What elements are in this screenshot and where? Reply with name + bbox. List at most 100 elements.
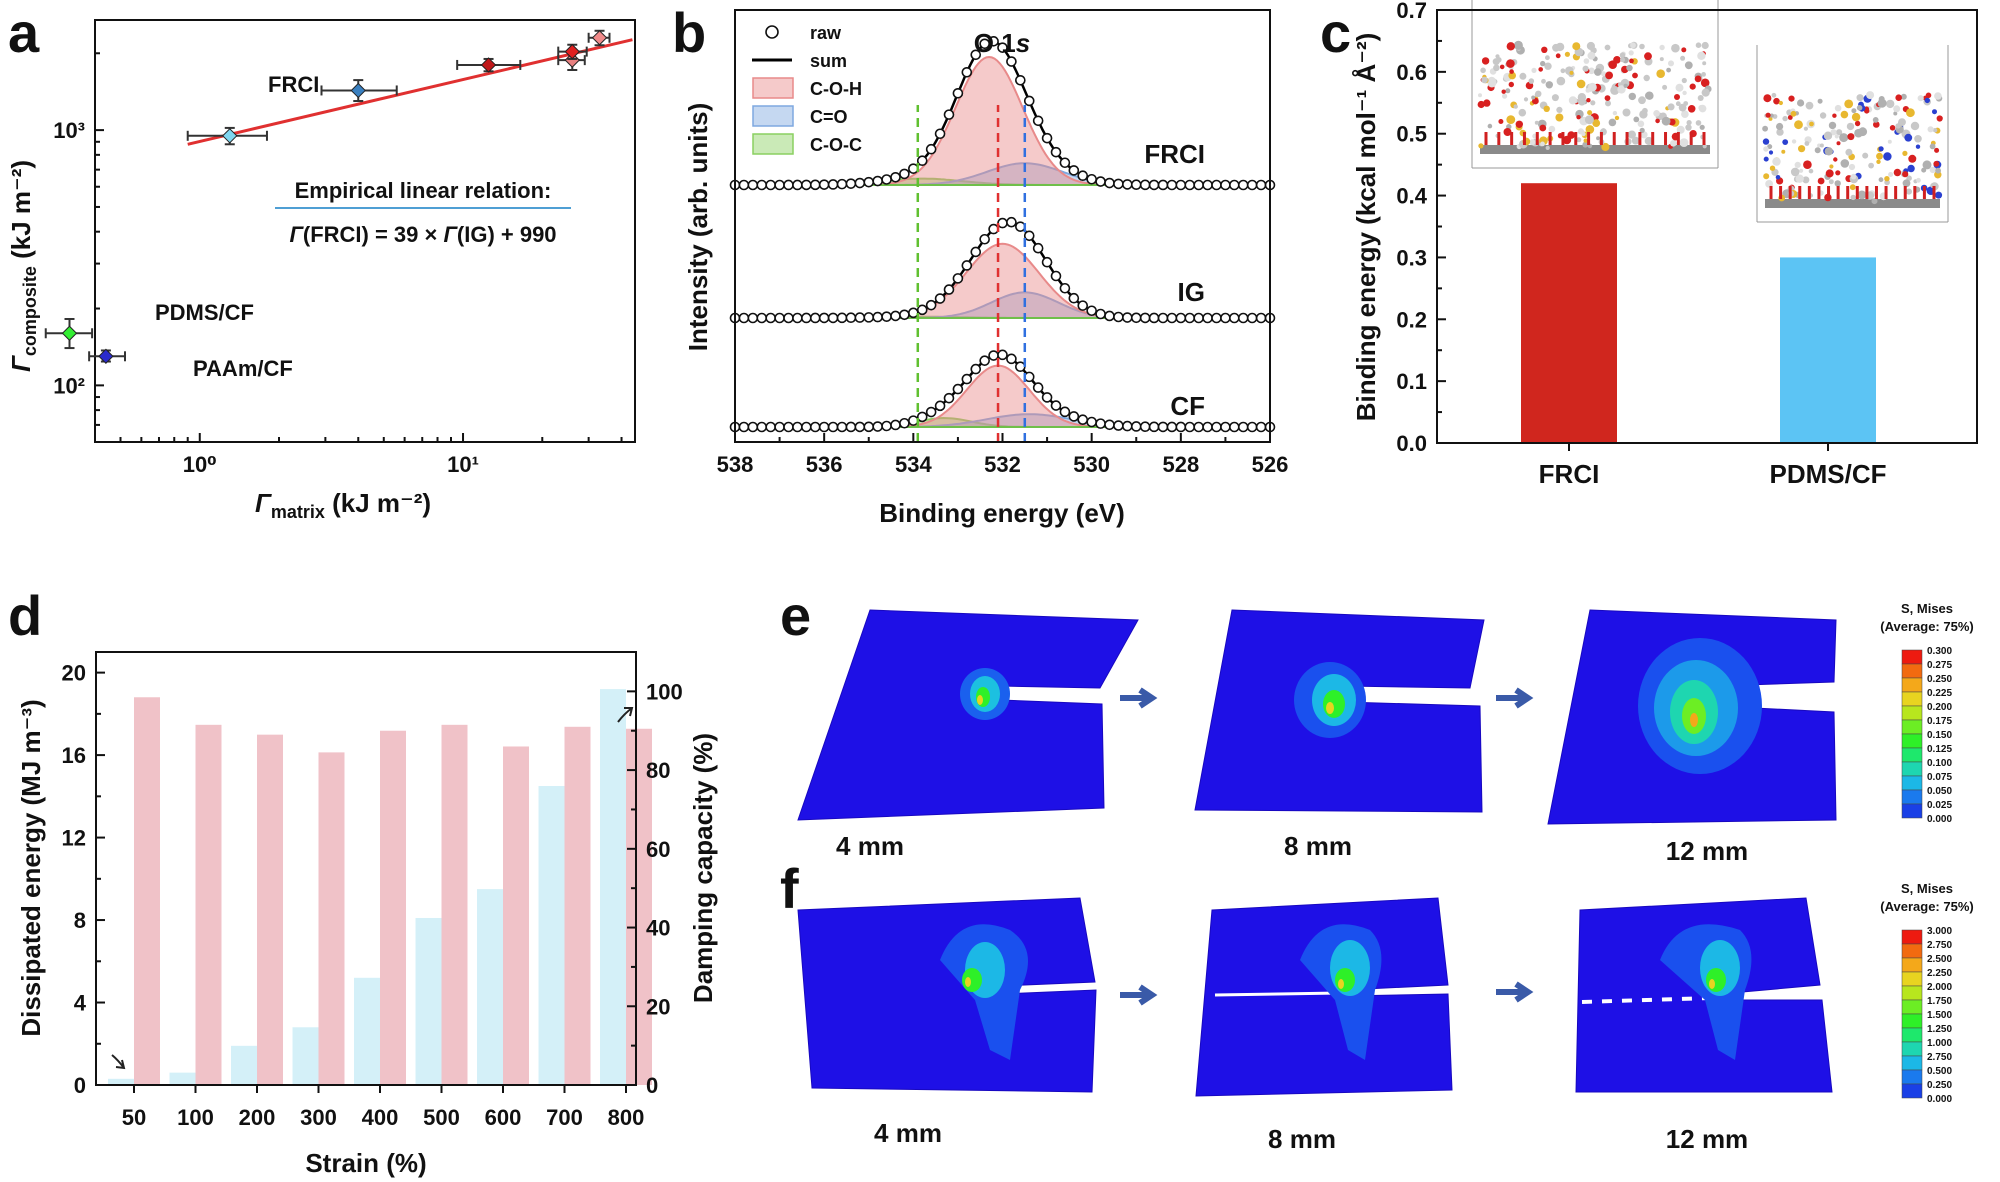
- spectrum-FRCI: [729, 36, 1276, 191]
- raw-data-point: [854, 312, 866, 323]
- atom: [1686, 120, 1692, 126]
- raw-data-point: [783, 312, 794, 324]
- colorbar-label: 1.000: [1927, 1038, 1952, 1049]
- raw-data-point: [988, 350, 999, 361]
- atom: [1508, 81, 1515, 88]
- atom: [1787, 115, 1793, 120]
- y-right-tick-label: 0: [646, 1073, 658, 1098]
- colorbar-swatch: [1901, 1013, 1923, 1029]
- atom: [1798, 145, 1806, 153]
- atom: [1644, 136, 1653, 146]
- colorbar-label: 0.250: [1927, 1080, 1952, 1091]
- fem-e-legend-title: S, Mises: [1901, 601, 1953, 616]
- atom: [1588, 82, 1597, 92]
- raw-data-point: [1050, 146, 1062, 158]
- atom: [1626, 64, 1633, 72]
- atom: [1548, 125, 1556, 133]
- colorbar-swatch: [1901, 1083, 1923, 1099]
- raw-data-point: [845, 178, 857, 189]
- atom: [1572, 42, 1581, 51]
- raw-data-point: [1006, 353, 1017, 365]
- atom: [1600, 71, 1607, 77]
- colorbar-label: 0.175: [1927, 716, 1952, 727]
- legend-label: C-O-H: [810, 79, 862, 99]
- raw-data-point: [1220, 421, 1231, 433]
- raw-data-point: [1246, 421, 1258, 433]
- raw-data-point: [1086, 416, 1097, 428]
- panel-a-frci-annotation: FRCI: [268, 72, 319, 97]
- raw-data-point: [1041, 256, 1053, 268]
- atom: [1477, 100, 1485, 109]
- colorbar-swatch: [1901, 985, 1923, 1001]
- fem-f-frame-1: [797, 897, 1097, 1093]
- atom: [1545, 145, 1550, 150]
- raw-data-point: [1130, 179, 1142, 191]
- atom: [1866, 91, 1875, 100]
- b-title-main: O 1: [974, 28, 1016, 58]
- y-tick-label: 10²: [53, 373, 85, 398]
- raw-data-point: [1023, 371, 1035, 383]
- x-tick-label: 600: [485, 1105, 522, 1130]
- x-tick-label: 536: [806, 452, 843, 477]
- data-point: [456, 57, 522, 73]
- raw-data-point: [1246, 179, 1258, 191]
- colorbar-label: 1.500: [1927, 1010, 1952, 1021]
- atom: [1505, 88, 1511, 94]
- atom: [1661, 116, 1671, 126]
- x-tick-label: 532: [984, 452, 1021, 477]
- fem-e-legend-subtitle: (Average: 75%): [1880, 619, 1973, 634]
- atom: [1590, 100, 1596, 106]
- data-point: [186, 126, 268, 146]
- atom: [1883, 152, 1892, 161]
- panel-b-title: O 1s: [974, 28, 1030, 58]
- colorbar-label: 0.075: [1927, 772, 1952, 783]
- point-marker: [350, 82, 366, 99]
- atom: [1604, 44, 1611, 51]
- fem-e-frame-3: [1547, 609, 1837, 825]
- raw-data-point: [1104, 310, 1115, 322]
- atom: [1585, 125, 1595, 134]
- atom: [1531, 95, 1536, 100]
- raw-data-point: [952, 87, 964, 99]
- raw-data-point: [738, 312, 750, 324]
- raw-data-point: [1095, 308, 1106, 320]
- colorbar-label: 1.750: [1927, 996, 1952, 1007]
- point-marker: [564, 52, 580, 68]
- raw-data-point: [854, 177, 866, 189]
- atom: [1697, 95, 1704, 101]
- atom: [1495, 54, 1500, 59]
- atom: [1839, 133, 1849, 143]
- atom: [1478, 93, 1482, 98]
- atom: [1567, 131, 1575, 139]
- raw-data-point: [1059, 157, 1071, 169]
- atom: [1653, 110, 1660, 117]
- raw-data-point: [1184, 312, 1196, 324]
- raw-data-point: [792, 312, 803, 324]
- atom: [1922, 160, 1932, 170]
- panel-a-relation-equation: Γ(FRCI) = 39 × Γ(IG) + 990: [289, 222, 556, 247]
- atom: [1871, 198, 1878, 205]
- atom: [1767, 144, 1773, 150]
- atom: [1586, 41, 1595, 51]
- dissipated-energy-bar: [538, 786, 565, 1085]
- damping-capacity-bar: [134, 697, 160, 1085]
- raw-data-point: [1032, 115, 1044, 127]
- atom: [1684, 61, 1693, 70]
- panel-d-ylabel-left: Dissipated energy (MJ m⁻³): [16, 699, 46, 1036]
- atom: [1534, 120, 1539, 125]
- y-tick-label: 0.7: [1396, 0, 1427, 23]
- data-point: [88, 348, 126, 364]
- a-xlabel-sym: Γ: [255, 488, 272, 518]
- atom: [1936, 115, 1943, 122]
- dissipated-energy-bar: [477, 889, 503, 1085]
- x-tick-label: 300: [300, 1105, 337, 1130]
- panel-label-f: f: [780, 857, 799, 920]
- y-tick-label: 0.4: [1396, 184, 1427, 209]
- atom: [1935, 167, 1941, 174]
- raw-data-point: [943, 284, 955, 295]
- atom: [1623, 83, 1628, 89]
- colorbar-swatch: [1901, 775, 1923, 791]
- raw-data-point: [818, 421, 830, 433]
- raw-data-point: [738, 421, 750, 433]
- atom: [1633, 116, 1640, 123]
